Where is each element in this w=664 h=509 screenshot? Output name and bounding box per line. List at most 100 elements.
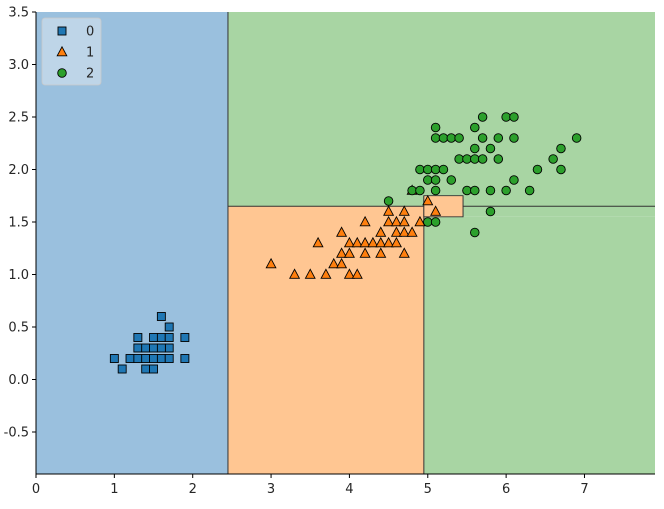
data-point-class-0 [149,364,158,374]
data-point-class-0 [149,333,158,342]
data-point-class-0 [133,354,143,363]
legend-label: 1 [86,46,94,61]
data-point-class-2 [485,206,496,217]
y-tick-label: 0.5 [8,321,29,336]
decision-region-class-1 [227,206,424,474]
data-point-class-0 [133,343,143,353]
boundary-box [423,195,464,218]
legend-marker-0 [57,26,67,36]
data-point-class-1 [359,236,371,248]
legend-box [41,17,102,86]
data-point-class-2 [485,185,496,196]
legend-marker-1 [56,45,68,57]
data-point-class-2 [423,175,433,185]
data-point-class-2 [454,154,464,164]
data-point-class-2 [462,185,472,196]
x-tick-label: 4 [345,482,353,497]
y-tick-label: 3.5 [8,6,29,21]
data-point-class-2 [477,112,488,122]
data-point-class-1 [336,257,348,269]
data-point-class-1 [367,236,379,248]
data-point-class-2 [430,217,441,227]
data-point-class-1 [336,247,348,258]
data-point-class-1 [430,205,442,216]
data-point-class-1 [265,257,277,269]
decision-region-class-2 [423,12,655,196]
data-point-class-0 [141,354,151,363]
data-point-class-0 [156,312,166,321]
data-point-class-2 [501,185,511,196]
data-point-class-1 [422,194,434,206]
data-point-class-1 [375,226,387,237]
decision-region-class-2 [463,206,655,217]
data-point-class-1 [328,257,340,269]
data-point-class-1 [398,215,410,227]
data-point-class-0 [156,354,166,363]
data-point-class-2 [446,175,457,185]
data-point-class-2 [477,154,488,164]
data-point-class-1 [390,215,402,227]
data-point-class-0 [109,354,119,363]
data-point-class-2 [430,185,441,196]
legend-label: 2 [86,67,94,82]
data-point-class-1 [304,268,316,279]
data-point-class-1 [383,215,395,227]
data-point-class-2 [470,154,480,164]
data-point-class-1 [343,247,355,258]
data-point-class-1 [398,247,410,258]
legend: 0 1 2 [41,17,102,86]
data-point-class-0 [141,343,151,353]
data-point-class-2 [423,164,433,175]
data-point-class-1 [398,226,410,237]
data-point-class-1 [375,247,387,258]
data-point-class-1 [336,226,348,237]
data-point-class-1 [351,236,363,248]
data-points [109,112,582,374]
decision-region-class-2 [423,216,655,474]
data-point-class-1 [414,215,426,227]
data-point-class-2 [383,196,394,206]
data-point-class-2 [454,133,464,143]
data-point-class-2 [423,217,433,227]
data-point-class-1 [359,215,371,227]
data-point-class-2 [548,154,558,164]
decision-regions [36,12,655,474]
y-tick-label: 2.5 [8,111,29,126]
data-point-class-2 [415,185,425,196]
data-point-class-2 [556,143,566,154]
data-point-class-0 [164,333,174,342]
data-point-class-2 [462,154,472,164]
data-point-class-2 [430,133,441,143]
data-point-class-0 [164,343,174,353]
data-point-class-2 [430,164,441,175]
data-point-class-1 [359,247,371,258]
data-point-class-2 [470,143,480,154]
data-point-class-1 [343,236,355,248]
data-point-class-2 [524,185,535,196]
x-tick-label: 1 [110,482,118,497]
data-point-class-0 [125,354,135,363]
data-point-class-0 [133,333,143,342]
data-point-class-2 [438,164,449,175]
data-point-class-1 [343,268,355,279]
data-point-class-1 [390,226,402,237]
data-point-class-2 [470,122,480,133]
data-point-class-0 [156,343,166,353]
x-tick-label: 7 [580,482,588,497]
data-point-class-1 [289,268,301,279]
data-point-class-2 [438,133,449,143]
data-point-class-0 [164,322,174,332]
axes: 0 1 2 3 4 5 6 7 -0.5 0.0 0.5 1.0 1.5 2.0 2.5 3.0 3.5 [4,6,655,497]
data-point-class-0 [117,364,127,374]
data-point-class-2 [571,133,582,143]
x-tick-label: 5 [424,482,432,497]
data-point-class-0 [149,354,158,363]
y-tick-label: 1.0 [8,268,29,283]
y-tick-label: 3.0 [8,58,29,73]
x-tick-label: 2 [189,482,197,497]
x-tick-label: 6 [502,482,510,497]
decision-region-class-0 [36,12,228,474]
data-point-class-2 [532,164,543,175]
y-tick-label: -0.5 [4,426,29,441]
